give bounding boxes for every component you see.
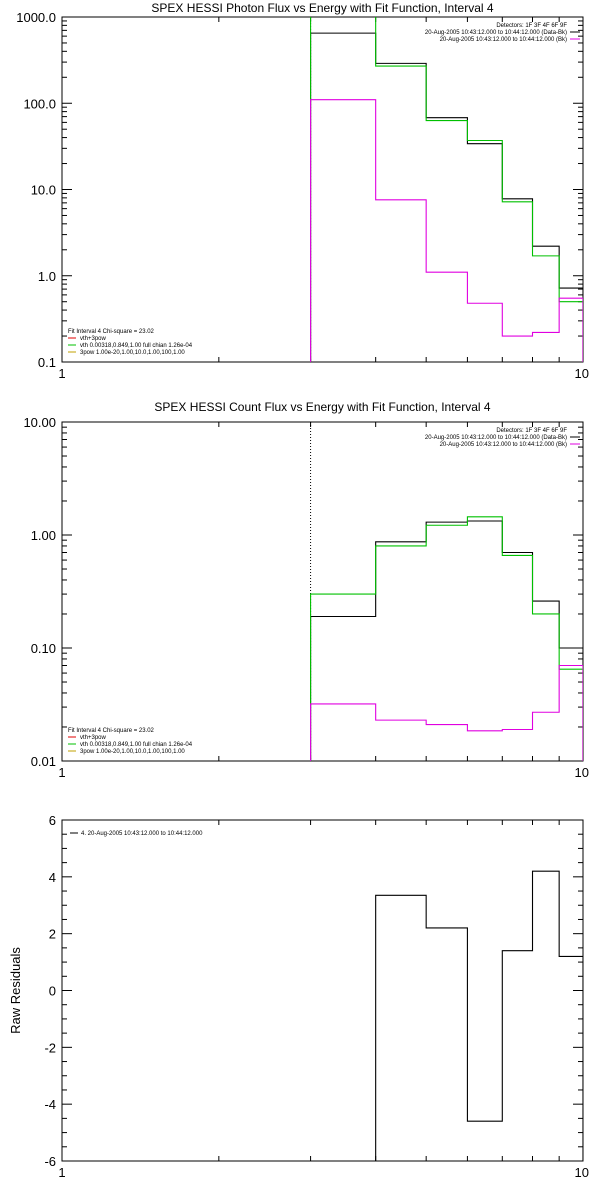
y-axis-label: Raw Residuals — [8, 947, 23, 1034]
series-data-bk — [310, 32, 583, 362]
series-bk — [310, 664, 583, 761]
series-residuals — [310, 870, 583, 1161]
x-tick-label: 10 — [575, 1165, 589, 1180]
chart-panel-2: SPEX HESSI Count Flux vs Energy with Fit… — [23, 400, 589, 780]
x-tick-label: 1 — [58, 1165, 65, 1180]
x-tick-label: 10 — [575, 366, 589, 381]
legend-top-entry: 20-Aug-2005 10:43:12.000 to 10:44:12.000… — [440, 37, 567, 43]
legend-bottom-entry: vth 0.00318,0.849,1.00 full chian 1.26e-… — [80, 343, 193, 349]
plot-frame — [61, 819, 584, 1162]
y-tick-label: 10.0 — [31, 183, 56, 198]
chart-title: SPEX HESSI Photon Flux vs Energy with Fi… — [151, 1, 493, 15]
legend-bottom-entry: 3pow 1.00e-20,1.00,10.0,1.00,100,1.00 — [80, 350, 185, 356]
y-tick-label: 2 — [49, 927, 56, 942]
x-tick-label: 1 — [58, 765, 65, 780]
legend-bottom-entry: Fit Interval 4 Chi-square = 23.02 — [68, 329, 155, 335]
y-tick-label: 1.0 — [38, 269, 56, 284]
legend-bottom-entry: 3pow 1.00e-20,1.00,10.0,1.00,100,1.00 — [80, 749, 185, 755]
series-bk — [310, 99, 583, 362]
legend-bottom-entry: vth 0.00318,0.849,1.00 full chian 1.26e-… — [80, 742, 193, 748]
legend-bottom-entry: vth+3pow — [80, 336, 107, 342]
series-vth-3pow — [310, 516, 583, 761]
chart-panel-3: 1 10 -6 -4 -2 0 2 4 6 Raw Residuals 4. 20-Aug-2005… — [8, 813, 589, 1180]
y-tick-label: 0.01 — [31, 754, 56, 769]
legend-bottom-entry: Fit Interval 4 Chi-square = 23.02 — [68, 728, 155, 734]
chart-panel-1: SPEX HESSI Photon Flux vs Energy with Fi… — [16, 1, 589, 381]
legend-top-entry: 20-Aug-2005 10:43:12.000 to 10:44:12.000… — [440, 442, 567, 448]
y-tick-label: -2 — [44, 1040, 56, 1055]
legend-top-entry: Detectors: 1F 3F 4F 6F 9F — [496, 428, 567, 434]
series-vth-3pow — [310, 17, 583, 362]
x-tick-label: 10 — [575, 765, 589, 780]
legend-top-entry: Detectors: 1F 3F 4F 6F 9F — [496, 23, 567, 29]
y-tick-label: 1000.0 — [16, 10, 56, 25]
y-tick-label: 10.00 — [23, 415, 56, 430]
plot-frame — [61, 16, 584, 363]
plot-frame — [61, 421, 584, 762]
chart-title: SPEX HESSI Count Flux vs Energy with Fit… — [154, 400, 490, 414]
legend-bottom-entry: vth+3pow — [80, 735, 107, 741]
y-tick-label: 0 — [49, 984, 56, 999]
y-tick-label: 0.1 — [38, 355, 56, 370]
legend-top-entry: 20-Aug-2005 10:43:12.000 to 10:44:12.000… — [425, 435, 567, 441]
y-tick-label: 4 — [49, 870, 56, 885]
y-tick-label: 6 — [49, 813, 56, 828]
y-tick-label: 1.00 — [31, 528, 56, 543]
y-tick-label: -4 — [44, 1097, 56, 1112]
y-tick-label: 0.10 — [31, 641, 56, 656]
y-tick-label: 100.0 — [23, 96, 56, 111]
y-tick-label: -6 — [44, 1154, 56, 1169]
x-tick-label: 1 — [58, 366, 65, 381]
legend-top-entry: 20-Aug-2005 10:43:12.000 to 10:44:12.000… — [425, 30, 567, 36]
legend-top-left-entry: 4. 20-Aug-2005 10:43:12.000 to 10:44:12.… — [81, 831, 203, 837]
